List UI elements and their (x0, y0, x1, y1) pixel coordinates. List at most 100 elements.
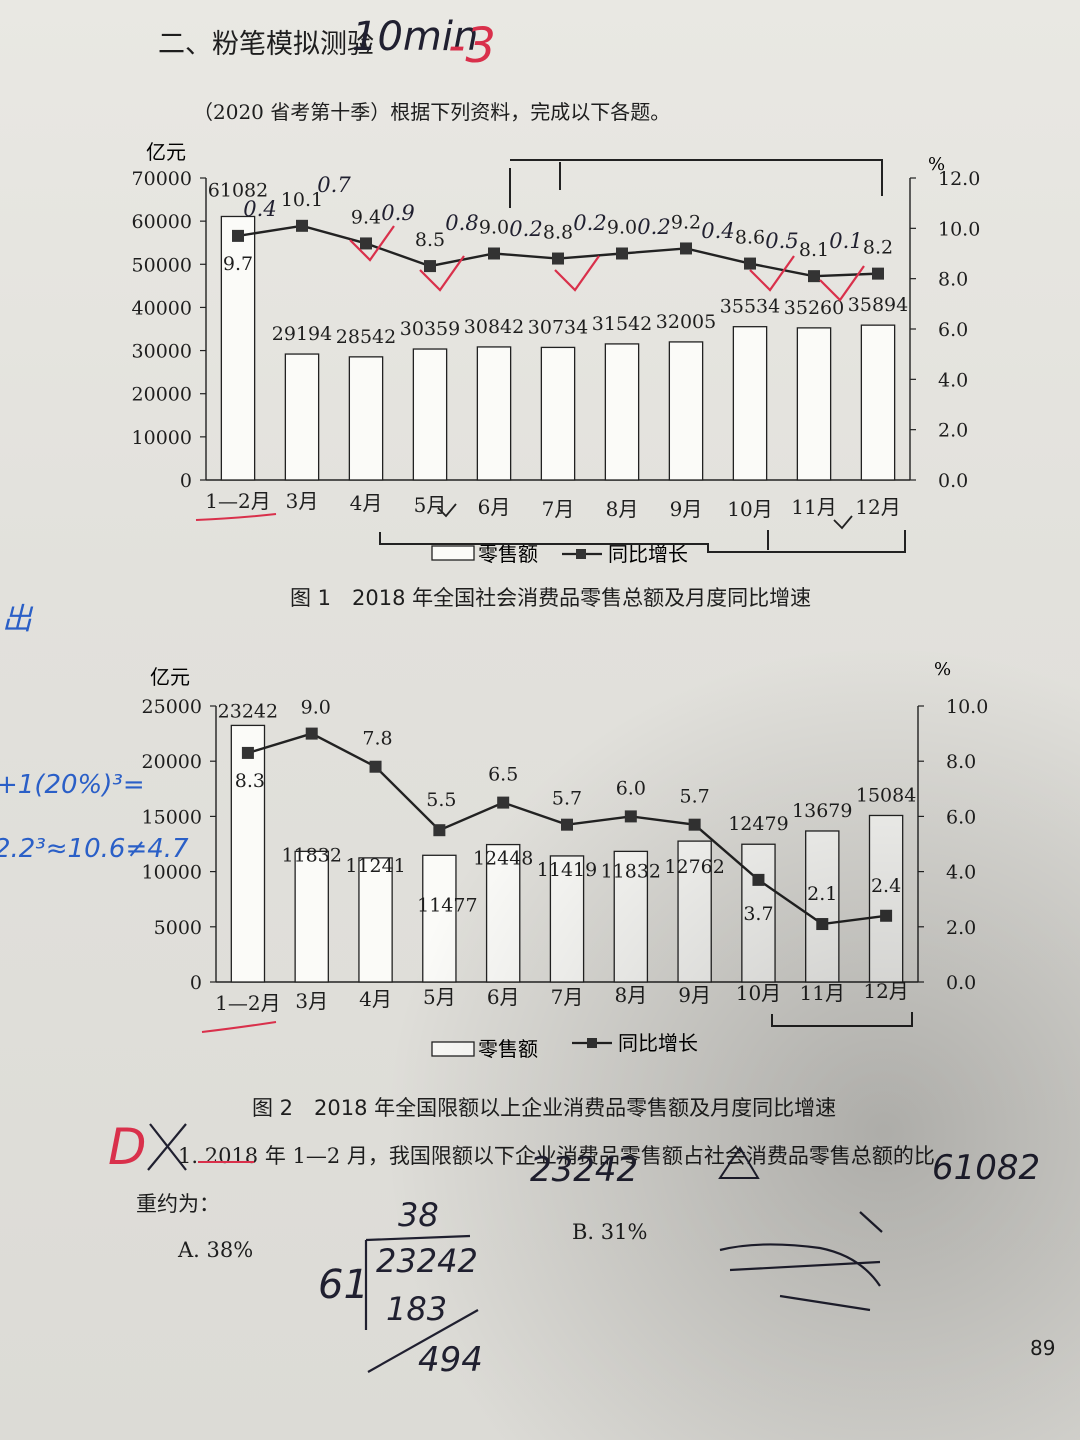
c2-bar-label: 12479 (728, 813, 788, 835)
c2-bar (230, 724, 266, 983)
c2-growth-marker (880, 909, 893, 922)
c1-bar (540, 346, 576, 481)
c1-growth-marker (232, 229, 244, 242)
handwritten-diff-label: 0.7 (317, 173, 351, 197)
intro-text: （2020 省考第十季）根据下列资料，完成以下各题。 (193, 100, 671, 124)
c2-left-tick-label: 20000 (142, 751, 202, 773)
handwritten-check-mark (749, 255, 795, 292)
c1-right-tick-label: 8.0 (938, 269, 968, 291)
c2-bar (549, 855, 585, 983)
c1-growth-marker (360, 237, 372, 250)
c1-bar (284, 353, 320, 481)
handwritten-diff-label: 0.4 (701, 219, 734, 243)
c2-bar (422, 854, 457, 983)
c1-category-label: 8月 (606, 497, 639, 521)
c2-right-tick-label: 6.0 (946, 806, 976, 828)
c1-growth-marker (296, 219, 308, 232)
c2-category-label: 5月 (423, 985, 456, 1009)
c1-right-tick-label: 4.0 (938, 369, 968, 391)
handwritten-calc-quotient: 38 (398, 1196, 439, 1234)
c1-bar-label: 35260 (784, 297, 844, 319)
handwritten-check-mark (349, 225, 395, 262)
c1-bar-label: 31542 (592, 313, 652, 335)
handwritten-note-61082: 61082 (932, 1148, 1041, 1188)
section-title: 二、粉笔模拟测验 (158, 29, 374, 60)
handwritten-bracket-chart2 (771, 1012, 913, 1027)
c1-left-tick-label: 10000 (132, 427, 192, 449)
c1-right-tick-label: 6.0 (938, 319, 968, 341)
c1-bar (476, 346, 512, 481)
c1-category-label: 11月 (791, 495, 836, 519)
c1-bar (860, 324, 896, 481)
c2-growth-marker (624, 810, 637, 823)
c1-bar-label: 35534 (720, 296, 780, 318)
c2-category-label: 9月 (678, 983, 711, 1007)
c1-growth-label: 8.6 (735, 227, 765, 249)
c1-growth-marker (808, 270, 820, 283)
c1-growth-label: 9.0 (479, 217, 509, 239)
c1-growth-marker (744, 257, 756, 270)
c2-bar (868, 814, 904, 983)
c2-bar (741, 843, 776, 983)
c2-growth-marker (688, 818, 701, 831)
c2-growth-label: 5.5 (426, 789, 456, 811)
c1-bar-label: 32005 (656, 311, 716, 333)
handwritten-calc-divisor: 61 (318, 1262, 369, 1308)
c1-left-tick-label: 60000 (132, 211, 192, 233)
chart1-caption: 图 1 2018 年全国社会消费品零售总额及月度同比增速 (290, 586, 812, 610)
c2-bar-label: 11477 (417, 894, 477, 916)
c1-bar-label: 30359 (400, 318, 460, 340)
c1-category-label: 12月 (855, 495, 900, 519)
margin-note-3: 出 (2, 602, 32, 637)
handwritten-diff-label: 0.8 (445, 211, 478, 235)
c1-category-label: 4月 (350, 491, 383, 515)
handwritten-diff-label: 0.4 (243, 197, 276, 221)
c1-bar (796, 327, 832, 481)
c2-growth-marker (561, 818, 573, 831)
chart2-legend-line-marker (587, 1038, 597, 1048)
chart2-legend-line-label: 同比增长 (618, 1031, 698, 1055)
c2-growth-label: 9.0 (301, 697, 331, 719)
c1-bar-label: 35894 (848, 294, 908, 316)
handwritten-diff-label: 0.2 (573, 211, 606, 235)
handwritten-calc-product: 183 (386, 1290, 448, 1328)
c2-left-tick-label: 5000 (154, 917, 202, 939)
c2-growth-label: 6.0 (616, 777, 646, 799)
chart1-legend-line-marker (576, 549, 586, 559)
c1-bar-label: 30734 (528, 316, 588, 338)
c2-growth-marker (497, 796, 510, 809)
c2-category-label: 4月 (359, 987, 392, 1011)
c2-category-label: 7月 (551, 985, 584, 1009)
handwritten-red-underline-2 (201, 1021, 277, 1033)
handwritten-diff-label: 0.2 (509, 217, 542, 241)
c2-bar (613, 850, 649, 983)
c1-category-label: 9月 (670, 497, 703, 521)
c2-right-tick-label: 8.0 (946, 751, 976, 773)
chart-1: 亿元 % 61082 29194 28542 30359 30842 30734 31542… (132, 140, 981, 566)
page-number: 89 (1030, 1336, 1056, 1360)
c2-right-tick-label: 4.0 (946, 862, 976, 884)
handwritten-diff-label: 0.9 (381, 201, 414, 225)
handwritten-score-note: -3 (448, 18, 496, 74)
c1-category-label: 5月 (414, 493, 447, 517)
option-a: A. 38% (178, 1238, 254, 1262)
c2-growth-marker (369, 760, 382, 773)
c2-bar (485, 843, 521, 983)
handwritten-bracket-top (509, 159, 883, 208)
c2-bar-label: 23242 (218, 700, 278, 722)
chart1-legend-bar-label: 零售额 (478, 542, 538, 566)
chart1-legend-bar-swatch (431, 545, 475, 561)
c2-growth-label: 8.3 (235, 770, 265, 792)
c2-left-tick-label: 15000 (142, 806, 202, 828)
option-b: B. 31% (572, 1220, 648, 1244)
question-line-1: 1. 2018 年 1—2 月，我国限额以下企业消费品零售额占社会消费品零售总额… (178, 1144, 935, 1168)
c1-bar (668, 341, 704, 481)
c2-category-label: 10月 (736, 981, 781, 1005)
c1-bar (604, 343, 640, 481)
c2-category-label: 12月 (863, 979, 908, 1003)
c2-bar-label: 15084 (856, 784, 916, 806)
c1-left-tick-label: 30000 (132, 341, 192, 363)
